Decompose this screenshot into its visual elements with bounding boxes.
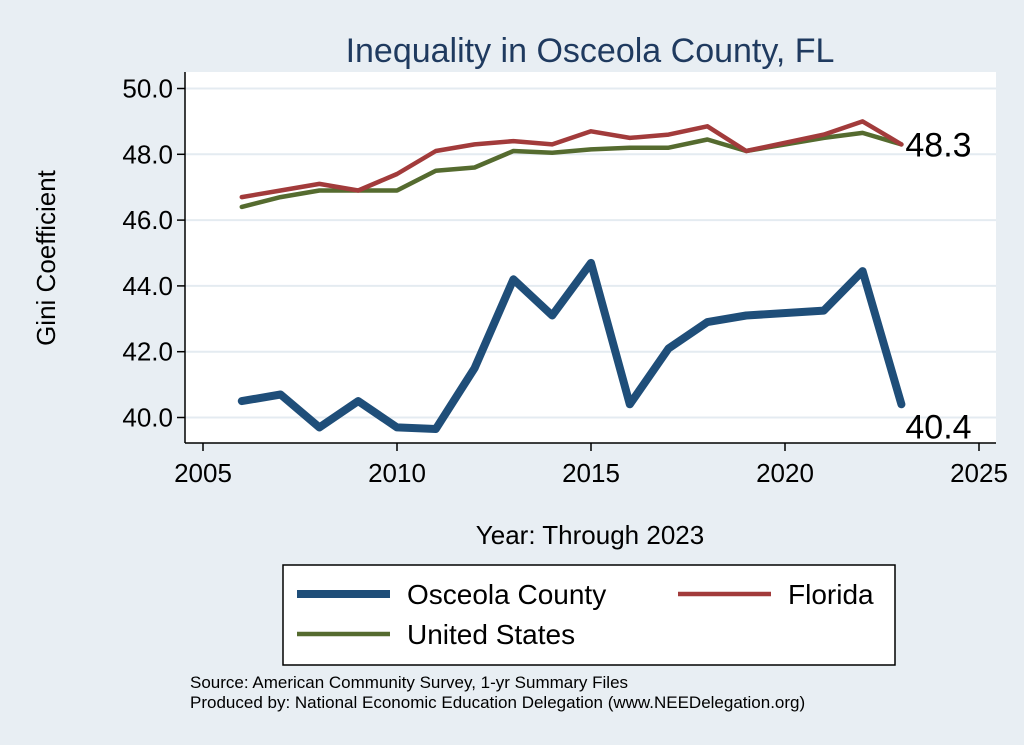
x-tick-label: 2025 (950, 458, 1008, 488)
end-label-florida: 48.3 (905, 126, 971, 164)
gridlines (185, 87, 996, 419)
y-tick-label: 50.0 (122, 74, 173, 104)
legend-label: Osceola County (407, 579, 606, 610)
y-tick-label: 40.0 (122, 403, 173, 433)
y-axis-label: Gini Coefficient (31, 169, 61, 346)
y-tick-label: 44.0 (122, 271, 173, 301)
legend-label: Florida (788, 579, 874, 610)
y-tick-label: 42.0 (122, 337, 173, 367)
y-tick-label: 48.0 (122, 139, 173, 169)
x-tick-label: 2020 (756, 458, 814, 488)
x-axis-label: Year: Through 2023 (476, 520, 704, 550)
legend: Osceola County Florida United States (297, 579, 874, 650)
series-line-florida (239, 119, 904, 200)
producer-note: Produced by: National Economic Education… (190, 693, 805, 712)
end-value-labels: 40.4 48.3 (905, 126, 971, 446)
series-line-osceola-county (237, 258, 906, 433)
x-axis-ticks: 2005 2010 2015 2020 2025 (174, 443, 1008, 488)
y-axis-ticks: 40.0 42.0 44.0 46.0 48.0 50.0 (122, 74, 185, 433)
y-tick-label: 46.0 (122, 205, 173, 235)
legend-box (282, 564, 896, 666)
source-note: Source: American Community Survey, 1-yr … (190, 673, 628, 692)
chart-title: Inequality in Osceola County, FL (346, 32, 835, 70)
legend-label: United States (407, 619, 575, 650)
x-tick-label: 2005 (174, 458, 232, 488)
series-lines (237, 119, 906, 433)
x-tick-label: 2015 (562, 458, 620, 488)
x-tick-label: 2010 (368, 458, 426, 488)
end-label-osceola-county: 40.4 (905, 408, 971, 446)
